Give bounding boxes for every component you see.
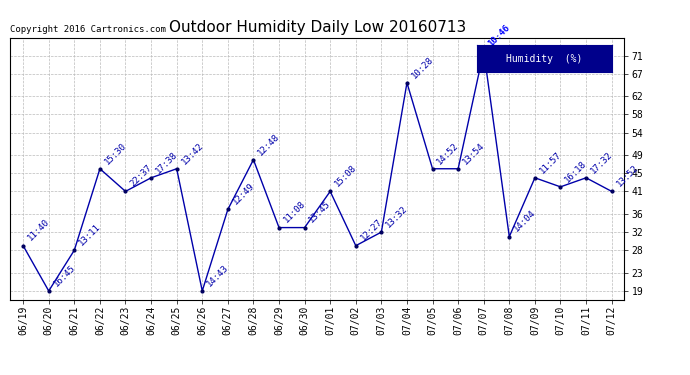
Text: 12:48: 12:48 xyxy=(256,132,282,157)
Text: 13:52: 13:52 xyxy=(614,163,640,189)
Text: 13:11: 13:11 xyxy=(77,222,102,248)
Text: 11:57: 11:57 xyxy=(538,150,563,175)
Text: 13:54: 13:54 xyxy=(461,141,486,166)
Text: 22:37: 22:37 xyxy=(128,163,154,189)
Text: 11:40: 11:40 xyxy=(26,217,51,243)
Text: 13:42: 13:42 xyxy=(179,141,205,166)
Text: 12:27: 12:27 xyxy=(359,217,384,243)
Text: 12:49: 12:49 xyxy=(230,182,256,207)
Text: 15:30: 15:30 xyxy=(103,141,128,166)
Text: 16:45: 16:45 xyxy=(52,263,77,288)
Text: 11:08: 11:08 xyxy=(282,200,307,225)
Text: 14:04: 14:04 xyxy=(512,209,538,234)
Text: 14:52: 14:52 xyxy=(435,141,461,166)
Title: Outdoor Humidity Daily Low 20160713: Outdoor Humidity Daily Low 20160713 xyxy=(169,20,466,35)
Text: 13:32: 13:32 xyxy=(384,204,409,230)
Text: 15:08: 15:08 xyxy=(333,163,358,189)
Text: 13:45: 13:45 xyxy=(307,200,333,225)
Text: 16:18: 16:18 xyxy=(563,159,589,184)
Text: 14:43: 14:43 xyxy=(205,263,230,288)
Text: 10:28: 10:28 xyxy=(410,55,435,80)
Text: Copyright 2016 Cartronics.com: Copyright 2016 Cartronics.com xyxy=(10,25,166,34)
Text: 17:32: 17:32 xyxy=(589,150,614,175)
Text: 17:38: 17:38 xyxy=(154,150,179,175)
Text: 10:46: 10:46 xyxy=(486,23,512,48)
